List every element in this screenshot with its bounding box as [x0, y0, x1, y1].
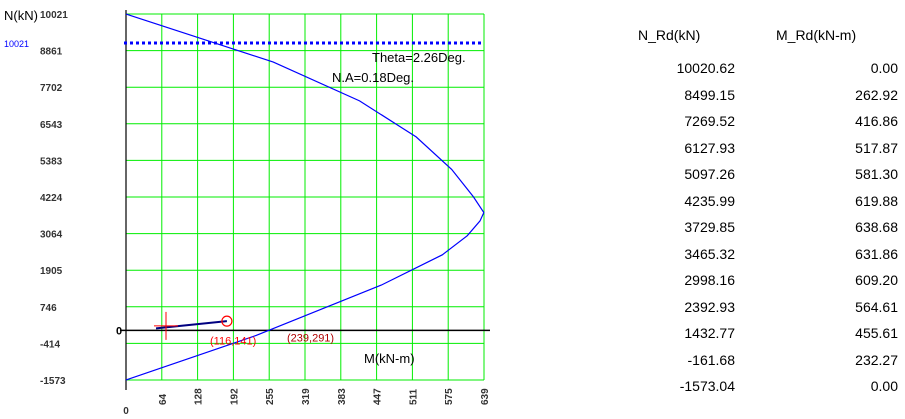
table-cell-mrd: 581.30 [855, 166, 898, 182]
y-tick-label: 7702 [40, 83, 63, 94]
theta-annotation: Theta=2.26Deg. [372, 50, 466, 65]
table-cell-mrd: 262.92 [855, 86, 898, 103]
table-cell-mrd: 0.00 [870, 378, 898, 394]
table-header: M_Rd(kN-m) [776, 27, 857, 43]
load-vector [155, 320, 228, 330]
y-tick-label: 1905 [40, 266, 63, 277]
table-cell-mrd: 232.27 [855, 351, 898, 368]
x-tick-label: 511 [408, 388, 419, 405]
table-cell-mrd: 564.61 [855, 298, 898, 315]
table-cell-mrd: 416.86 [855, 113, 898, 129]
capacity-point-label: (239,291) [287, 332, 334, 344]
table-cell-nrd: 7269.52 [684, 113, 735, 129]
x-tick-label: 447 [373, 388, 384, 405]
table-cell-mrd: 631.86 [855, 245, 898, 262]
table-cell-nrd: 8499.15 [684, 86, 735, 103]
x-tick-label: 128 [194, 388, 205, 405]
table-cell-nrd: 1432.77 [684, 325, 735, 341]
table-cell-mrd: 619.88 [855, 192, 898, 209]
table-cell-nrd: -1573.04 [679, 378, 735, 394]
table-cell-mrd: 0.00 [870, 60, 898, 76]
y-tick-label: -1573 [40, 376, 66, 387]
table-cell-nrd: 2392.93 [684, 298, 735, 315]
reference-line-label: 10021 [4, 39, 29, 49]
x-tick-label: 575 [444, 388, 455, 405]
table-cell-mrd: 609.20 [855, 272, 898, 288]
y-tick-label: 10021 [40, 10, 68, 21]
neutral-axis-annotation: N.A=0.18Deg. [332, 70, 414, 85]
capacity-marker [221, 315, 233, 327]
x-tick-label: 255 [265, 388, 276, 405]
zero-label: 0 [116, 325, 122, 337]
table-cell-nrd: 10020.62 [676, 60, 735, 76]
y-axis-label: N(kN) [4, 8, 38, 23]
x-tick-label: 192 [229, 388, 240, 405]
table-cell-mrd: 638.68 [855, 219, 898, 235]
table-cell-nrd: 2998.16 [684, 272, 735, 288]
x-tick-label: 64 [158, 393, 169, 405]
table-cell-mrd: 517.87 [855, 139, 898, 156]
table-cell-nrd: 3729.85 [684, 219, 735, 235]
table-header: N_Rd(kN) [638, 27, 701, 43]
y-tick-label: 4224 [40, 193, 63, 204]
y-tick-label: -414 [40, 339, 60, 350]
y-tick-label: 6543 [40, 120, 63, 131]
table-cell-nrd: 5097.26 [684, 166, 735, 182]
table-cell-nrd: 4235.99 [684, 192, 735, 209]
y-tick-label: 8861 [40, 47, 63, 58]
y-tick-label: 3064 [40, 230, 63, 241]
table-cell-nrd: 6127.93 [684, 139, 735, 156]
table-cell-nrd: 3465.32 [684, 245, 735, 262]
x-tick-label: 383 [337, 388, 348, 405]
table-cell-nrd: -161.68 [687, 351, 735, 368]
x-tick-label: 0 [123, 406, 129, 417]
x-axis-label: M(kN-m) [364, 351, 415, 366]
load-point-label: (116,141) [210, 335, 256, 347]
table-cell-mrd: 455.61 [855, 325, 898, 341]
interaction-curve [125, 13, 485, 381]
y-tick-label: 746 [40, 303, 57, 314]
x-tick-label: 639 [480, 388, 491, 405]
y-tick-label: 5383 [40, 156, 63, 167]
x-tick-label: 319 [301, 388, 312, 405]
